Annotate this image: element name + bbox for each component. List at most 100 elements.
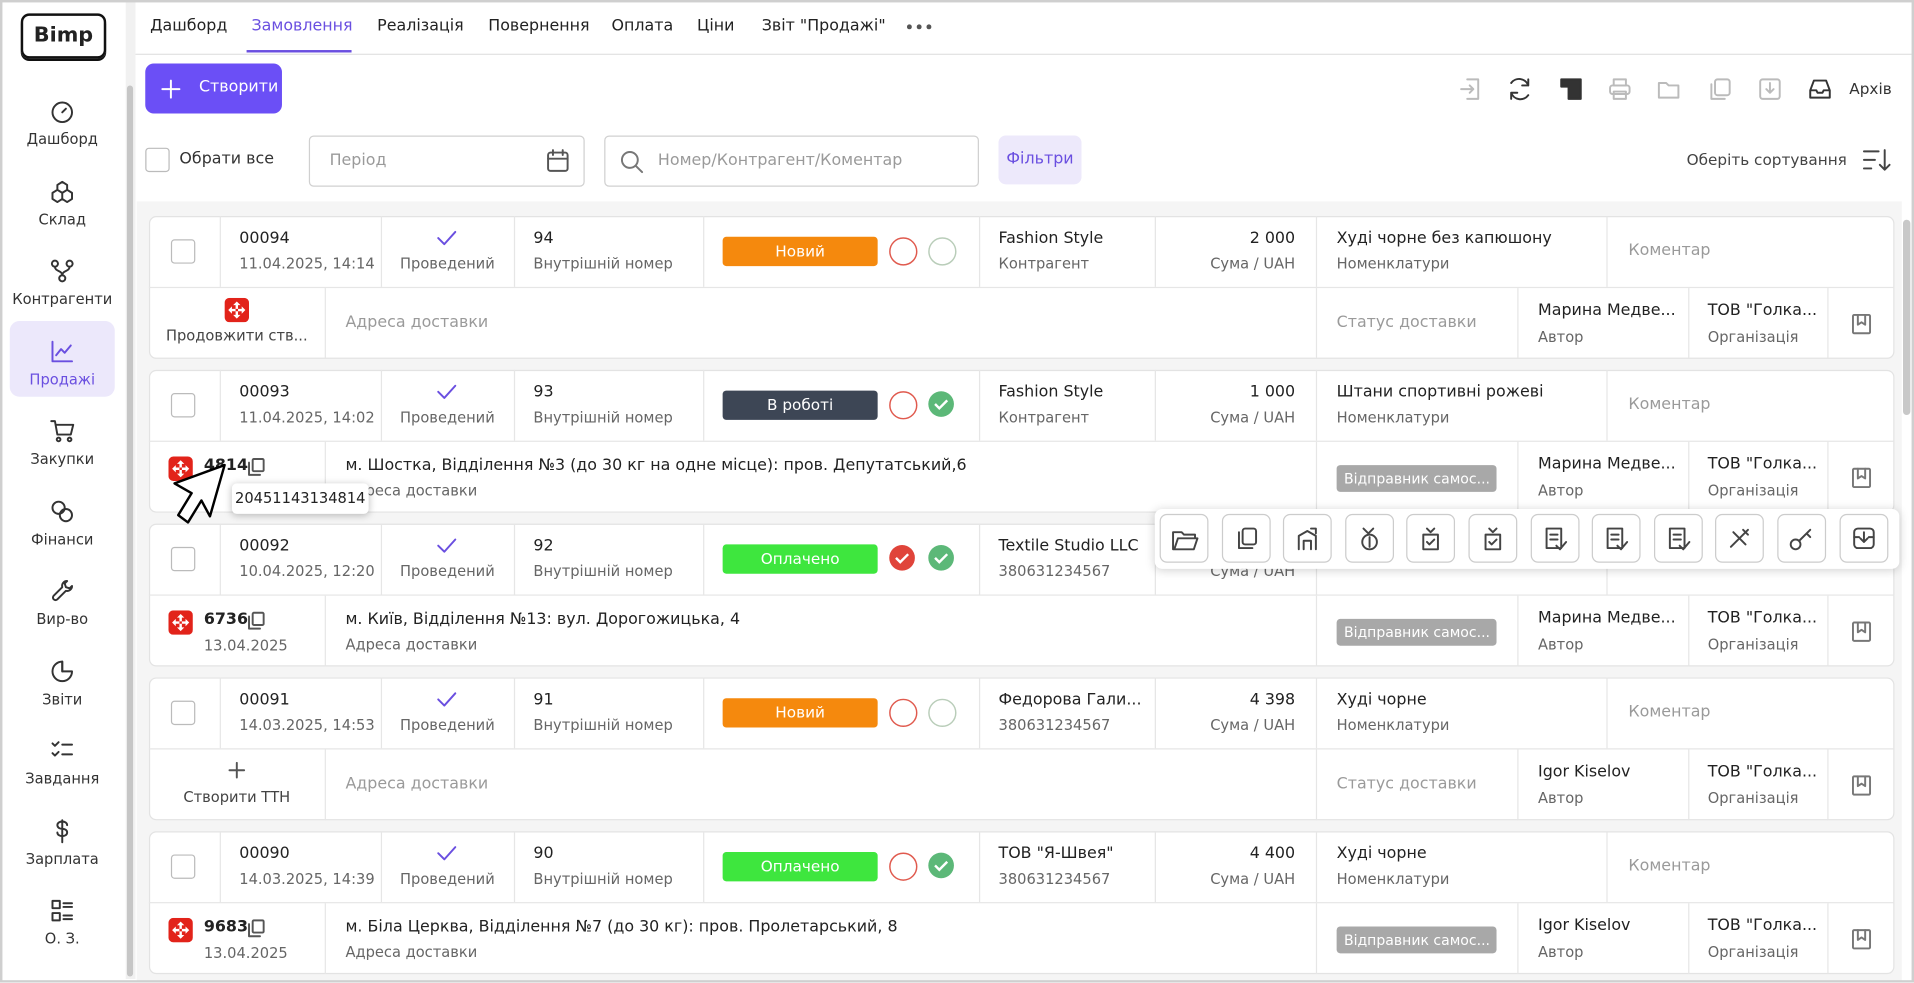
toolbar-icon[interactable] (1606, 76, 1633, 108)
indicator[interactable] (928, 544, 955, 576)
sidebar-icon[interactable] (49, 577, 76, 604)
indicator[interactable] (889, 391, 918, 425)
cell-divider (219, 523, 221, 595)
copy-icon[interactable] (248, 919, 265, 942)
order-datetime: 14.03.2025, 14:53 (239, 716, 375, 734)
sidebar-icon[interactable] (49, 497, 76, 524)
action-button[interactable] (1715, 513, 1765, 563)
delivery-status-placeholder: Статус доставки (1336, 313, 1477, 333)
sidebar-icon[interactable] (49, 897, 76, 924)
tab[interactable]: Оплата (611, 17, 674, 36)
sidebar-icon[interactable] (49, 98, 76, 125)
sidebar-label[interactable]: Завдання (25, 770, 100, 788)
sidebar-icon[interactable] (49, 178, 76, 205)
indicator[interactable] (928, 852, 955, 884)
tab[interactable]: Повернення (488, 17, 590, 36)
sidebar-icon[interactable] (49, 258, 76, 285)
sidebar-label[interactable]: Продажі (29, 370, 96, 388)
sidebar-label[interactable]: Вир-во (36, 610, 89, 628)
bookmark-icon[interactable] (1851, 621, 1872, 647)
toolbar-icon[interactable] (1706, 76, 1733, 108)
sidebar-label[interactable]: Звіти (42, 690, 83, 708)
icon-part (1172, 531, 1199, 551)
tabs-more[interactable] (906, 20, 933, 35)
sidebar-icon[interactable] (49, 338, 76, 365)
tab[interactable]: Звіт "Продажі" (761, 17, 886, 36)
action-button[interactable] (1653, 513, 1703, 563)
indicator[interactable] (928, 698, 957, 732)
sidebar-label[interactable]: Контрагенти (12, 290, 113, 308)
status-badge[interactable]: В роботі (722, 390, 878, 420)
row-checkbox[interactable] (170, 239, 196, 264)
action-button[interactable] (1344, 513, 1394, 563)
indicator[interactable] (928, 391, 955, 423)
icon-part (620, 150, 639, 169)
action-button[interactable] (1530, 513, 1580, 563)
create-button[interactable]: Створити (145, 63, 282, 114)
sidebar-label[interactable]: О. З. (44, 930, 80, 948)
icon-part (172, 613, 190, 632)
sidebar-icon[interactable] (49, 417, 76, 444)
sidebar-icon[interactable] (49, 657, 76, 684)
select-all-checkbox[interactable] (145, 147, 170, 173)
plus-icon (160, 78, 182, 105)
logo[interactable]: Bimp (20, 13, 107, 59)
tab[interactable]: Замовлення (251, 17, 353, 36)
continue-ttn[interactable]: Продовжити ств... (165, 327, 308, 345)
filters-button[interactable]: Фільтри (998, 135, 1082, 185)
indicator[interactable] (889, 698, 918, 732)
tab[interactable]: Реалізація (377, 17, 464, 36)
toolbar-icon[interactable] (1757, 76, 1784, 108)
action-button[interactable] (1839, 513, 1888, 563)
action-button[interactable] (1221, 513, 1271, 563)
bookmark-icon[interactable] (1851, 467, 1872, 494)
copy-icon[interactable] (248, 457, 265, 481)
action-button[interactable] (1777, 513, 1827, 563)
indicator[interactable] (889, 852, 918, 886)
bookmark-icon[interactable] (1851, 929, 1872, 955)
sidebar-icon[interactable] (49, 817, 76, 844)
sidebar-icon[interactable] (49, 737, 76, 764)
bookmark-icon[interactable] (1851, 775, 1872, 801)
action-button[interactable] (1283, 513, 1332, 563)
action-button[interactable] (1591, 513, 1641, 563)
archive-label[interactable]: Архів (1849, 79, 1892, 98)
row-checkbox[interactable] (170, 854, 196, 879)
indicator[interactable] (928, 237, 957, 271)
toolbar-icon[interactable] (1558, 76, 1585, 108)
indicator[interactable] (889, 544, 916, 576)
status-badge[interactable]: Оплачено (722, 852, 878, 882)
row-checkbox[interactable] (170, 393, 196, 418)
status-badge[interactable]: Новий (722, 236, 878, 267)
create-ttn[interactable]: Створити ТТН (183, 788, 291, 806)
indicator[interactable] (889, 237, 918, 271)
toolbar-icon[interactable] (1807, 76, 1834, 108)
toolbar-icon[interactable] (1506, 76, 1533, 108)
status-badge[interactable]: Новий (722, 698, 878, 728)
action-button[interactable] (1406, 513, 1456, 563)
toolbar-icon[interactable] (1457, 76, 1484, 108)
search-input[interactable]: Номер/Контрагент/Коментар (604, 135, 979, 187)
sidebar-label[interactable]: Склад (38, 210, 87, 228)
copy-icon[interactable] (248, 611, 265, 635)
sidebar-label[interactable]: Фінанси (31, 530, 94, 548)
tab[interactable]: Дашборд (150, 17, 228, 36)
icon-part (251, 919, 265, 934)
row-divider (148, 594, 1895, 596)
status-badge[interactable]: Оплачено (722, 544, 878, 574)
icon-part (1851, 467, 1872, 489)
period-input[interactable]: Період (308, 135, 585, 187)
action-button[interactable] (1159, 513, 1209, 563)
icon-part (173, 463, 226, 524)
tab[interactable]: Ціни (696, 17, 735, 36)
action-button[interactable] (1468, 513, 1518, 563)
row-checkbox[interactable] (170, 546, 196, 572)
sidebar-label[interactable]: Закупки (30, 450, 95, 468)
sort-icon[interactable] (1862, 146, 1891, 178)
icon-part (889, 545, 915, 571)
bookmark-icon[interactable] (1851, 313, 1872, 340)
toolbar-icon[interactable] (1656, 76, 1683, 108)
row-checkbox[interactable] (170, 700, 196, 726)
sidebar-label[interactable]: Дашборд (26, 130, 98, 148)
sidebar-label[interactable]: Зарплата (25, 850, 99, 868)
